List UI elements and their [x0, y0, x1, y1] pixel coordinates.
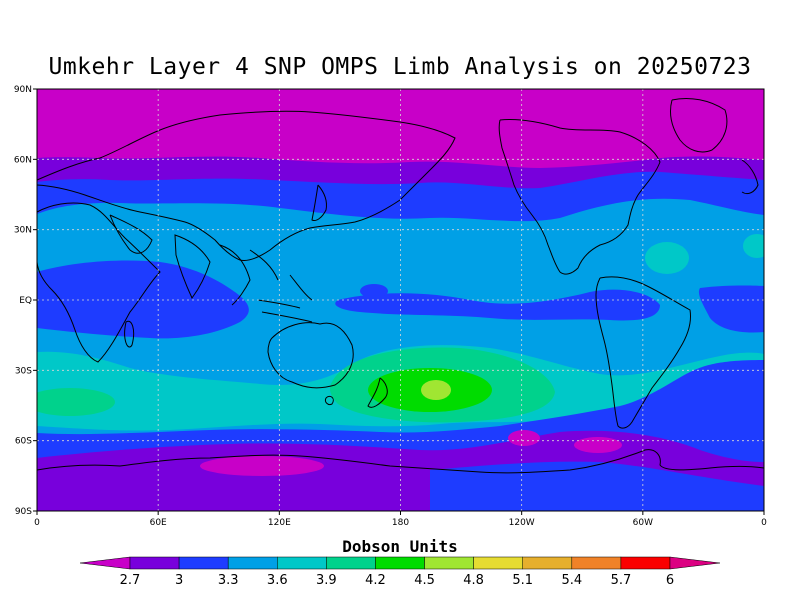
map-gridlines	[37, 89, 764, 511]
colorbar-label: 3.3	[218, 573, 239, 588]
coast-india	[174, 234, 211, 299]
x-tick-label: 60E	[150, 518, 167, 528]
colorbar-label: 5.7	[611, 573, 632, 588]
coast-japan	[311, 184, 327, 221]
contour-subtrop-3.6	[645, 242, 689, 274]
contour-south-3.9-b	[37, 388, 115, 416]
y-tick-label: EQ	[19, 296, 32, 306]
coast-madagascar	[124, 320, 135, 348]
coast-eurasia	[37, 110, 456, 261]
coast-south-america	[595, 276, 691, 429]
colorbar-high-arrow	[669, 556, 721, 570]
colorbar-segment	[473, 556, 523, 570]
colorbar-segment	[522, 556, 573, 570]
colorbar-segment	[326, 556, 376, 570]
x-tick-label: 180	[392, 518, 409, 528]
y-tick-label: 30S	[15, 366, 32, 376]
x-tick-label: 120E	[268, 518, 291, 528]
coast-australia	[267, 322, 354, 389]
colorbar-segment	[571, 556, 622, 570]
colorbar-segment	[424, 556, 474, 570]
coast-nz	[367, 377, 388, 408]
colorbar-label: 2.7	[120, 573, 141, 588]
colorbar-label: 5.4	[561, 573, 582, 588]
y-tick-label: 60N	[14, 155, 32, 165]
coast-north-america	[498, 119, 661, 275]
colorbar-segment	[375, 556, 425, 570]
contour-equator-3.0	[37, 260, 249, 339]
colorbar-segment	[620, 556, 671, 570]
contour-south-4.5	[421, 380, 451, 400]
map-title: Umkehr Layer 4 SNP OMPS Limb Analysis on…	[48, 54, 752, 80]
colorbar-label: 5.1	[512, 573, 533, 588]
contour-south-below-2.7	[200, 456, 324, 476]
x-tick-label: 120W	[509, 518, 535, 528]
colorbar-label: 3	[175, 573, 183, 588]
contour-south-below-2.7-c	[574, 437, 622, 453]
coast-africa	[37, 202, 161, 363]
contour-subtrop-3.6-b	[743, 234, 764, 258]
contour-equator-3.0-c	[698, 285, 764, 333]
colorbar-segment	[227, 556, 278, 570]
coast-se-asia	[219, 244, 313, 323]
colorbar-label: 6	[666, 573, 674, 588]
colorbar-label: 3.9	[316, 573, 337, 588]
colorbar-title: Dobson Units	[342, 537, 458, 556]
contour-south-below-2.7-b	[508, 430, 540, 446]
x-tick-label: 60W	[633, 518, 653, 528]
coast-greenland	[669, 97, 728, 153]
x-axis-ticks: 0 60E 120E 180 120W 60W 0	[34, 511, 767, 528]
contour-south-3.0-lobe	[430, 461, 764, 511]
coastlines	[37, 97, 764, 474]
coast-arabia	[109, 214, 153, 254]
colorbar-segment	[277, 556, 327, 570]
colorbar-segment	[129, 556, 180, 570]
contour-equator-3.0-b	[335, 289, 660, 321]
colorbar-segment	[178, 556, 229, 570]
colorbar-label: 4.5	[414, 573, 435, 588]
x-tick-label: 0	[34, 518, 40, 528]
colorbar-low-arrow	[79, 556, 131, 570]
y-tick-label: 90S	[15, 507, 32, 517]
x-tick-label: 0	[761, 518, 767, 528]
contour-equator-3.0-d	[360, 284, 388, 298]
colorbar-label: 4.2	[365, 573, 386, 588]
colorbar-label: 3.6	[267, 573, 288, 588]
y-axis-ticks: 90N 60N 30N EQ 30S 60S 90S	[14, 85, 37, 517]
coast-antarctica	[37, 449, 764, 474]
colorbar: 2.7 3 3.3 3.6 3.9 4.2 4.5 4.8 5.1 5.4 5.7 6	[79, 556, 721, 588]
colorbar-label: 4.8	[463, 573, 484, 588]
contour-north-below-2.7	[37, 89, 764, 168]
coast-europe-east	[741, 159, 759, 195]
coast-tasmania	[325, 395, 334, 405]
y-tick-label: 60S	[15, 437, 32, 447]
y-tick-label: 90N	[14, 85, 32, 95]
y-tick-label: 30N	[14, 226, 32, 236]
